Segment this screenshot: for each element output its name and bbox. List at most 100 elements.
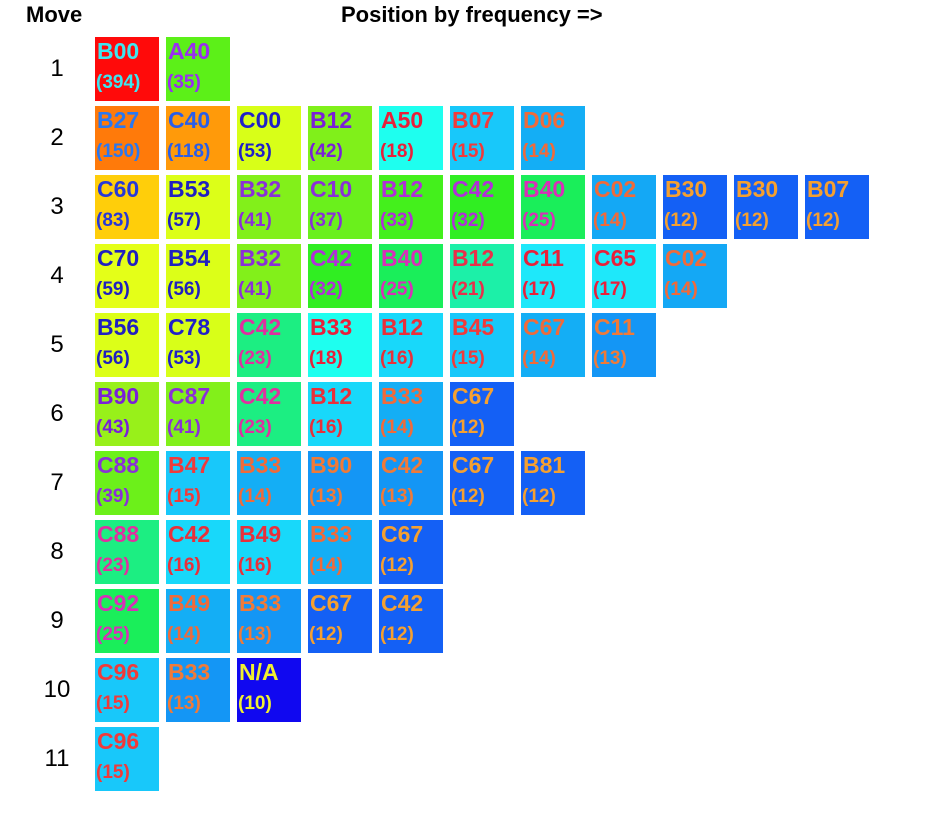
- position-cell: C96 (15): [95, 727, 159, 791]
- position-count: (14): [522, 141, 556, 162]
- position-code: C11: [594, 314, 635, 340]
- position-cell: C67 (12): [308, 589, 372, 653]
- position-code: A50: [381, 107, 424, 133]
- position-code: A40: [168, 38, 211, 64]
- position-code: B33: [310, 314, 353, 340]
- position-count: (18): [309, 348, 343, 369]
- position-cell: C42 (23): [237, 313, 301, 377]
- position-cell: A40 (35): [166, 37, 230, 101]
- position-code: D06: [523, 107, 566, 133]
- position-code: B40: [523, 176, 566, 202]
- position-code: C70: [97, 245, 140, 271]
- position-cell: B12 (33): [379, 175, 443, 239]
- position-cell: C42 (32): [450, 175, 514, 239]
- position-code: B53: [168, 176, 211, 202]
- position-cell: B33 (13): [166, 658, 230, 722]
- position-cell: B33 (14): [308, 520, 372, 584]
- position-code: B90: [310, 452, 353, 478]
- position-count: (15): [96, 693, 130, 714]
- position-count: (15): [167, 486, 201, 507]
- position-cell: C11 (13): [592, 313, 656, 377]
- position-code: C42: [381, 452, 424, 478]
- position-count: (25): [96, 624, 130, 645]
- position-code: C67: [523, 314, 566, 340]
- position-count: (14): [238, 486, 272, 507]
- position-code: C40: [168, 107, 211, 133]
- position-count: (13): [167, 693, 201, 714]
- position-code: C42: [310, 245, 353, 271]
- position-code: B12: [381, 314, 424, 340]
- position-count: (59): [96, 279, 130, 300]
- position-count: (17): [593, 279, 627, 300]
- position-cell: B33 (14): [237, 451, 301, 515]
- position-count: (13): [380, 486, 414, 507]
- position-code: B40: [381, 245, 424, 271]
- position-cell: C96 (15): [95, 658, 159, 722]
- move-number: 2: [50, 124, 64, 151]
- position-count: (25): [522, 210, 556, 231]
- position-code: C88: [97, 452, 140, 478]
- move-column-header: Move: [26, 2, 83, 27]
- position-count: (39): [96, 486, 130, 507]
- position-count: (21): [451, 279, 485, 300]
- position-count: (14): [309, 555, 343, 576]
- position-cell: C42 (32): [308, 244, 372, 308]
- position-cell: B40 (25): [521, 175, 585, 239]
- position-code: C42: [381, 590, 424, 616]
- position-cell: C42 (13): [379, 451, 443, 515]
- position-count: (56): [96, 348, 130, 369]
- chart-title: Position by frequency =>: [341, 2, 603, 27]
- position-cell: B45 (15): [450, 313, 514, 377]
- position-count: (16): [380, 348, 414, 369]
- position-cell: B81 (12): [521, 451, 585, 515]
- position-code: C02: [665, 245, 708, 271]
- position-code: C88: [97, 521, 140, 547]
- position-count: (35): [167, 72, 201, 93]
- position-code: C96: [97, 728, 140, 754]
- position-count: (32): [309, 279, 343, 300]
- position-cell: C67 (12): [379, 520, 443, 584]
- position-code: B07: [452, 107, 495, 133]
- position-code: C11: [523, 245, 564, 271]
- position-count: (23): [238, 348, 272, 369]
- position-count: (14): [593, 210, 627, 231]
- position-code: B32: [239, 176, 282, 202]
- position-count: (14): [522, 348, 556, 369]
- position-code: B12: [310, 383, 353, 409]
- position-count: (14): [167, 624, 201, 645]
- position-count: (13): [238, 624, 272, 645]
- position-code: B49: [239, 521, 282, 547]
- position-code: C65: [594, 245, 637, 271]
- position-cell: B30 (12): [663, 175, 727, 239]
- position-count: (56): [167, 279, 201, 300]
- position-code: C67: [452, 383, 495, 409]
- position-cell: C40 (118): [166, 106, 230, 170]
- position-count: (41): [238, 279, 272, 300]
- position-count: (13): [593, 348, 627, 369]
- position-count: (13): [309, 486, 343, 507]
- position-cell: B12 (16): [308, 382, 372, 446]
- position-code: B90: [97, 383, 140, 409]
- position-cell: C87 (41): [166, 382, 230, 446]
- position-cell: A50 (18): [379, 106, 443, 170]
- position-count: (12): [735, 210, 769, 231]
- position-code: B12: [381, 176, 424, 202]
- move-number: 6: [50, 400, 64, 427]
- position-code: B56: [97, 314, 140, 340]
- position-code: C78: [168, 314, 211, 340]
- move-number: 7: [50, 469, 64, 496]
- position-code: B07: [807, 176, 850, 202]
- position-count: (23): [238, 417, 272, 438]
- position-count: (16): [309, 417, 343, 438]
- position-code: C96: [97, 659, 140, 685]
- position-count: (12): [451, 486, 485, 507]
- move-number: 8: [50, 538, 64, 565]
- position-count: (15): [451, 141, 485, 162]
- position-code: B33: [381, 383, 424, 409]
- position-code: B27: [97, 107, 140, 133]
- move-number: 5: [50, 331, 64, 358]
- position-code: N/A: [239, 659, 279, 685]
- position-code: B49: [168, 590, 211, 616]
- position-code: C42: [168, 521, 211, 547]
- position-cell: C67 (14): [521, 313, 585, 377]
